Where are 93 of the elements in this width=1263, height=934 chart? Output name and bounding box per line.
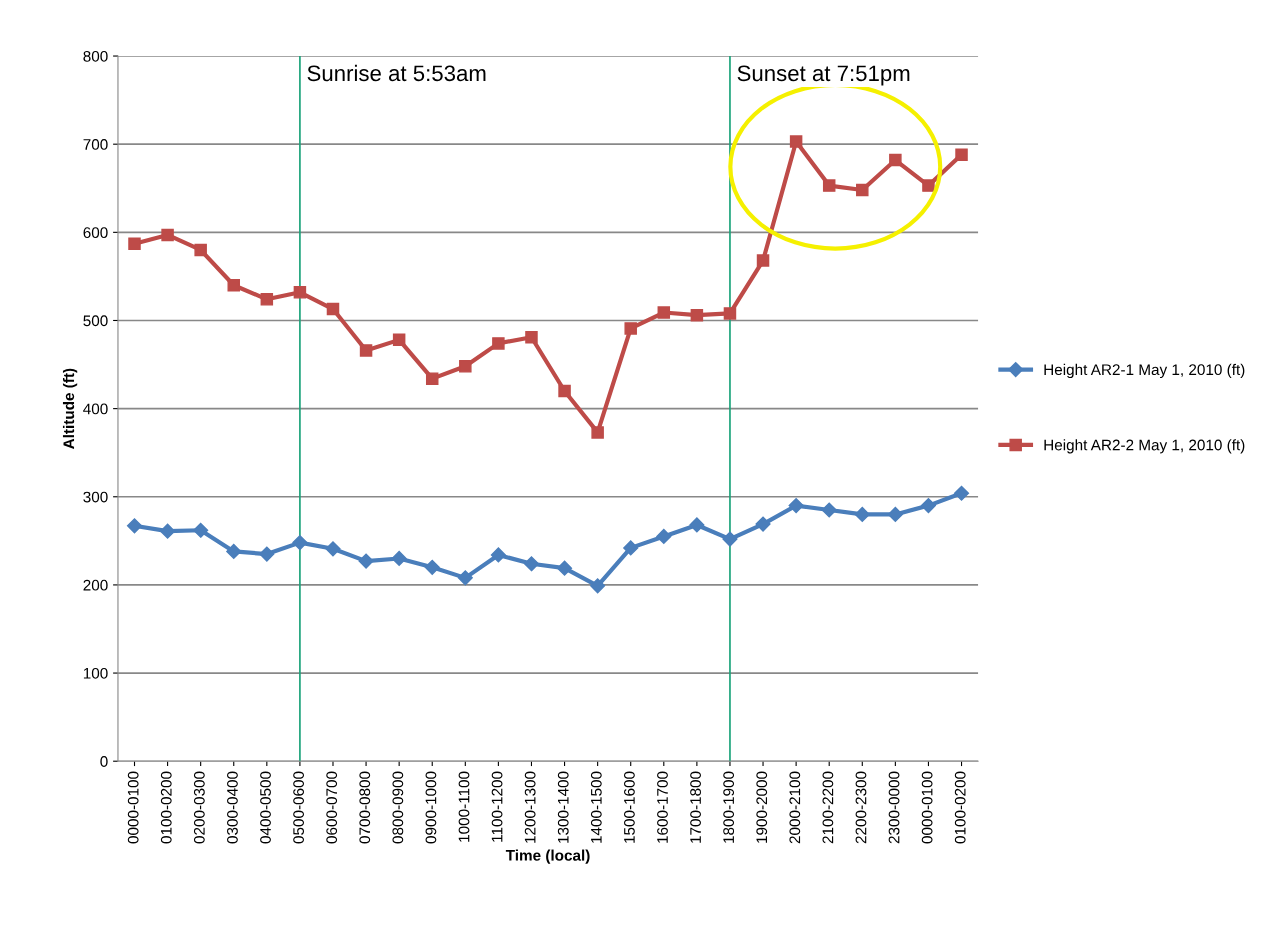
point [821,502,837,518]
x-tick-label: 2200-2300 [855,771,867,844]
y-tick-label: 200 [83,579,108,591]
x-tick-label: 1000-1100 [458,771,470,842]
point [657,306,671,319]
point [525,330,538,344]
x-tick-label: 1200-1300 [524,771,536,843]
y-axis-title: Altitude (ft) [62,368,78,449]
point [920,498,937,514]
point [556,560,573,576]
point [789,135,803,148]
point [293,286,307,299]
point [325,541,341,557]
y-tick-label: 400 [83,403,108,415]
x-tick-label: 1500-1600 [624,771,635,843]
point [457,570,473,586]
x-tick-label: 0300-0400 [227,771,238,844]
legend-label: Height AR2-2 May 1, 2010 (ft) [1044,439,1245,454]
x-tick-label: 0000-0100 [921,771,933,844]
point [722,531,738,547]
point [854,506,870,522]
x-tick-label: 1600-1700 [657,771,668,843]
point [822,179,836,192]
x-tick-label: 2100-2200 [822,771,834,844]
point [359,344,373,357]
x-tick-label: 1100-1200 [491,771,503,842]
point [490,547,506,563]
y-tick-label: 800 [83,50,108,62]
point [856,183,869,197]
x-tick-label: 0500-0600 [293,771,305,844]
x-tick-label: 2000-2100 [789,771,801,844]
ref-line-label: Sunset at 7:51pm [737,65,910,86]
point [459,360,472,373]
point [492,337,505,350]
x-tick-label: 1900-2000 [756,771,768,843]
x-tick-label: 0100-0200 [954,771,966,844]
point [292,535,308,551]
point [755,516,771,532]
legend-label: Height AR2-1 May 1, 2010 (ft) [1044,363,1245,379]
point [558,384,571,398]
x-tick-label: 0900-1000 [425,771,437,844]
point [391,550,407,567]
point [591,426,604,439]
x-tick-label: 1800-1900 [723,771,735,843]
point [227,278,240,292]
point [953,485,970,501]
point [690,308,704,322]
point [623,540,639,556]
x-tick-label: 0700-0800 [359,771,371,844]
point [955,148,968,162]
point [590,578,606,594]
point [161,228,174,242]
x-tick-label: 1700-1800 [690,771,701,843]
x-tick-label: 2300-0000 [888,771,900,844]
point [788,498,804,514]
y-tick-label: 700 [83,139,108,150]
point [259,546,275,562]
point [193,522,209,538]
point [160,523,176,539]
x-tick-label: 0100-0200 [160,771,172,844]
point [756,254,770,267]
point [358,553,374,569]
y-tick-label: 100 [83,667,108,679]
point [194,243,207,257]
point [723,307,737,320]
point [326,302,340,316]
point [624,322,637,335]
x-tick-label: 0000-0100 [127,771,139,844]
y-tick-label: 0 [100,756,108,767]
point [126,518,143,534]
x-tick-label: 1400-1500 [590,771,602,843]
point [425,372,439,385]
x-axis-title: Time (local) [505,849,590,864]
ref-line-label: Sunrise at 5:53am [307,64,486,82]
point [656,528,672,545]
point [226,543,242,559]
point [424,559,440,575]
x-tick-label: 0600-0700 [326,771,338,844]
y-tick-label: 300 [83,491,108,503]
y-tick-label: 500 [83,315,108,327]
x-tick-label: 0800-0900 [392,771,404,844]
x-tick-label: 0400-0500 [260,771,271,844]
point [260,293,274,306]
point [689,517,705,533]
x-tick-label: 1300-1400 [557,771,569,843]
point [889,153,902,167]
point [128,237,141,251]
point [922,179,935,192]
y-tick-label: 600 [83,227,108,239]
x-tick-label: 0200-0300 [193,771,205,844]
point [392,333,406,347]
point [887,506,903,522]
point [523,556,540,572]
